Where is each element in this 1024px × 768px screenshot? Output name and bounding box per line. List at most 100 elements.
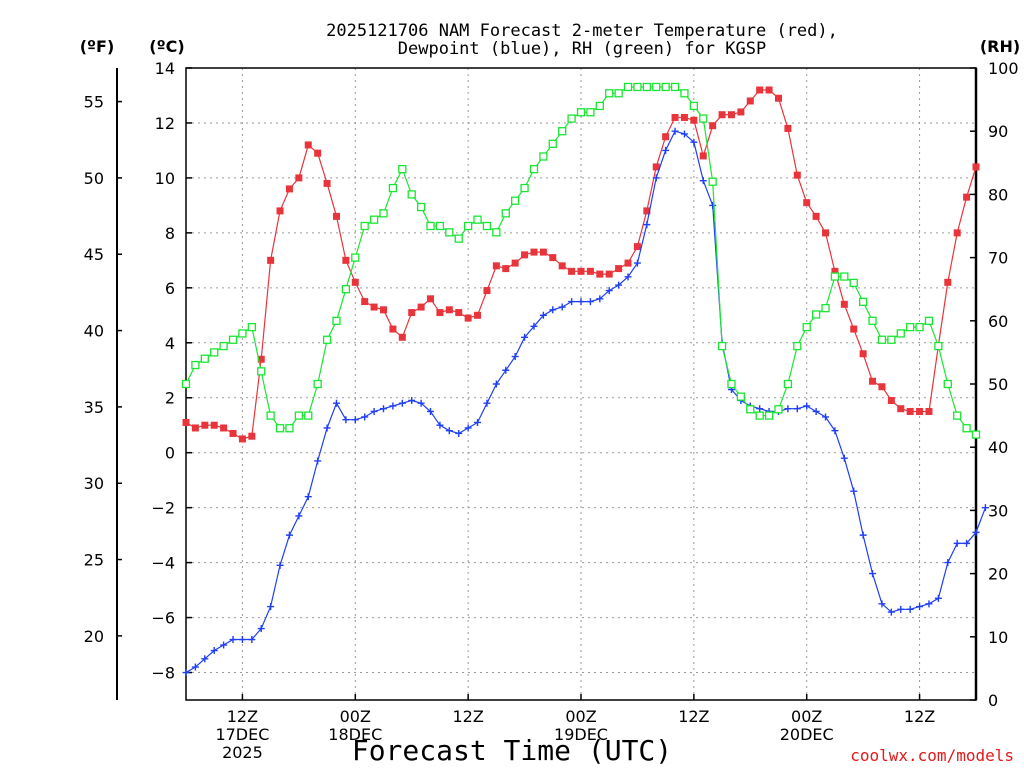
rh-point	[652, 82, 661, 92]
celsius-tick-label: 8	[165, 224, 175, 243]
rh-point	[463, 221, 473, 231]
celsius-tick-label: 4	[165, 334, 175, 353]
dewpoint-point	[934, 594, 942, 602]
dewpoint-point	[455, 429, 463, 437]
temperature-point	[765, 86, 773, 94]
rh-point	[558, 127, 567, 136]
temperature-point	[671, 113, 679, 121]
dewpoint-point	[229, 636, 237, 644]
temperature-point	[464, 314, 472, 322]
temperature-point	[812, 212, 820, 220]
rh-point	[670, 82, 680, 92]
celsius-tick-label: −6	[151, 609, 175, 628]
dewpoint-point	[408, 396, 416, 404]
temperature-point	[210, 421, 218, 429]
dewpoint-point	[248, 636, 256, 644]
rh-point	[567, 114, 576, 123]
temperature-point	[906, 407, 914, 415]
dewpoint-point	[398, 399, 406, 407]
temperature-point	[276, 207, 284, 215]
temperature-point	[474, 311, 482, 319]
temperature-point	[793, 171, 801, 179]
rh-point	[181, 379, 191, 389]
temperature-point	[643, 207, 651, 215]
x-tick-label: 12Z	[227, 707, 258, 726]
rh-point	[426, 221, 435, 231]
fahrenheit-tick-label: 50	[84, 169, 104, 188]
rh-point	[595, 101, 604, 111]
rh-point	[266, 411, 275, 420]
rh-tick-label: 50	[988, 375, 1008, 394]
dewpoint-point	[210, 647, 218, 655]
rh-point	[887, 335, 896, 344]
dewpoint-point	[361, 413, 369, 421]
rh-point	[379, 209, 388, 218]
rh-point	[351, 253, 360, 262]
rh-point	[548, 139, 557, 148]
temperature-point	[596, 270, 604, 278]
rh-point	[257, 367, 266, 376]
dewpoint-point	[220, 641, 228, 649]
dewpoint-point	[267, 603, 275, 611]
x-tick-label: 12Z	[452, 707, 483, 726]
temperature-point	[257, 355, 265, 363]
dewpoint-point	[822, 413, 830, 421]
rh-point	[247, 322, 256, 332]
rh-tick-label: 70	[988, 249, 1008, 268]
dewpoint-point	[680, 130, 688, 138]
temperature-point	[831, 267, 839, 275]
dewpoint-point	[427, 407, 435, 415]
rh-point	[868, 316, 877, 325]
temperature-point	[389, 325, 397, 333]
dewpoint-point	[370, 407, 378, 415]
dewpoint-point	[502, 366, 510, 374]
rh-tick-label: 10	[988, 628, 1008, 647]
temperature-point	[586, 267, 594, 275]
rh-point	[313, 379, 322, 389]
rh-point	[539, 152, 548, 161]
temperature-point	[436, 309, 444, 317]
rh-point	[529, 164, 539, 174]
dewpoint-point	[709, 201, 717, 209]
temperature-point	[784, 124, 792, 132]
temperature-point	[709, 122, 717, 130]
dewpoint-point	[257, 625, 265, 633]
temperature-point	[615, 265, 623, 273]
rh-point	[764, 411, 774, 420]
dewpoint-point	[483, 399, 491, 407]
fahrenheit-tick-label: 20	[84, 627, 104, 646]
fahrenheit-tick-label: 55	[84, 93, 104, 112]
temperature-point	[878, 383, 886, 391]
rh-point	[360, 221, 369, 231]
series	[181, 82, 989, 677]
temperature-point	[699, 152, 707, 160]
chart-title-line-1: 2025121706 NAM Forecast 2-meter Temperat…	[326, 21, 838, 41]
dewpoint-point	[784, 405, 792, 413]
temperature-point	[182, 418, 190, 426]
axes: −8−6−4−202468101214202530354045505501020…	[84, 59, 1019, 762]
rh-point	[445, 228, 454, 237]
celsius-tick-label: −8	[151, 664, 175, 683]
temperature-point	[332, 212, 340, 220]
dewpoint-point	[285, 531, 293, 539]
temperature-point	[624, 259, 632, 267]
dewpoint-point	[643, 221, 651, 229]
temperature-point	[897, 405, 905, 413]
dewpoint-point	[201, 655, 209, 663]
rh-tick-label: 80	[988, 185, 1008, 204]
rh-point	[727, 379, 736, 389]
temperature-point	[304, 141, 312, 149]
rh-point	[849, 278, 858, 288]
dewpoint-point	[380, 405, 387, 413]
dewpoint-point	[332, 399, 340, 407]
temperature-point	[220, 424, 228, 432]
rh-point	[953, 411, 962, 420]
rh-point	[228, 335, 238, 344]
dewpoint-point	[568, 298, 576, 306]
temperature-point	[191, 424, 199, 432]
rh-point	[191, 360, 200, 370]
x-axis-title: Forecast Time (UTC)	[352, 734, 672, 767]
rh-point	[210, 348, 219, 357]
dewpoint-point	[295, 512, 303, 520]
celsius-unit-label: (ºC)	[149, 37, 184, 56]
